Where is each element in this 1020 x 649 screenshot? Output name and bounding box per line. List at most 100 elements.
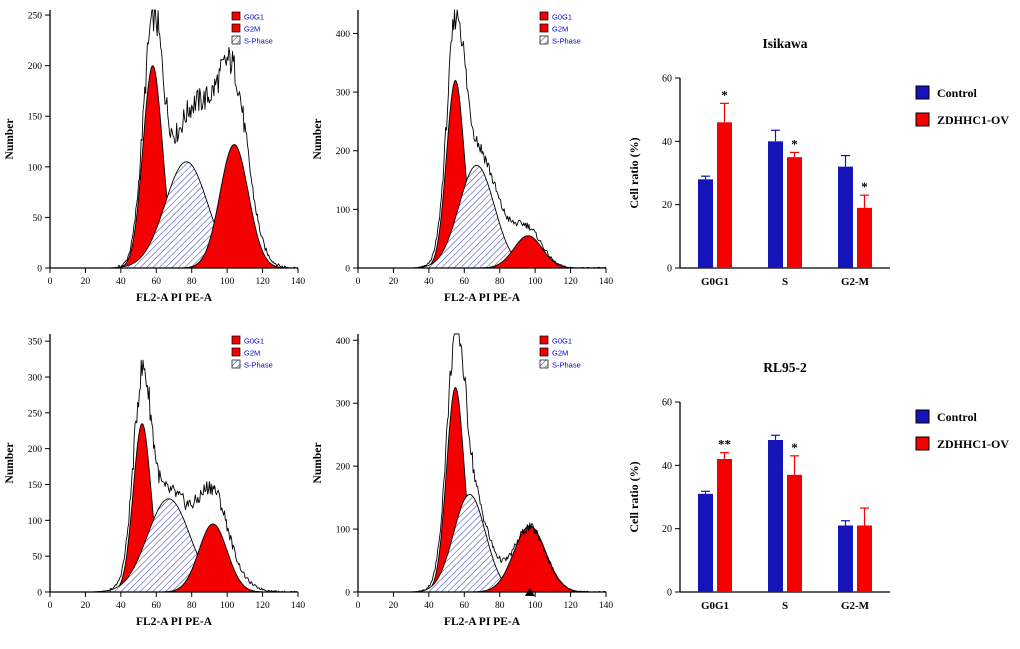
x-tick-label: 140 — [599, 277, 614, 287]
legend-label: ZDHHC1-OV — [937, 113, 1009, 127]
g0g1-legend-swatch — [539, 335, 549, 345]
bar-zdhhc1-ov-g2-m — [857, 207, 872, 268]
outline-curve — [418, 333, 607, 593]
y-tick-label: 350 — [28, 338, 43, 348]
chart-title: RL95-2 — [763, 360, 807, 375]
y-axis-label: Cell ratio (%) — [627, 137, 641, 208]
flow-plot-isikawa-control: 0 20 40 60 80 100 120 140 0 50 100 150 200 250 FL2-A P… — [0, 0, 308, 324]
x-tick-label: 80 — [187, 601, 197, 611]
g2m-peak — [474, 235, 582, 269]
legend-swatch-control — [915, 409, 930, 424]
g2m-legend-swatch — [231, 23, 241, 33]
x-tick-label: 40 — [116, 601, 126, 611]
legend-label: S-Phase — [244, 37, 273, 46]
bar-control-g0g1 — [698, 179, 713, 268]
y-tick-label: 100 — [28, 517, 43, 527]
y-tick-label: 200 — [336, 147, 351, 157]
s-phase-legend-swatch — [539, 35, 549, 45]
y-tick-label: 20 — [662, 524, 672, 535]
y-tick-label: 100 — [336, 206, 351, 216]
g0g1-legend-swatch — [231, 11, 241, 21]
y-tick-label: 60 — [662, 74, 672, 85]
significance-label: ** — [718, 437, 731, 452]
x-tick-label: 120 — [563, 277, 578, 287]
legend-label: G0G1 — [552, 13, 572, 22]
bar-chart-isikawa: Isikawa 0 20 40 60 Cell ratio (%) G0G1 * S * G2-M *… — [616, 0, 1020, 324]
g2m-legend-swatch — [539, 23, 549, 33]
significance-label: * — [721, 87, 728, 102]
y-tick-label: 200 — [336, 463, 351, 473]
legend-swatch-zdhhc1-ov — [915, 112, 930, 127]
x-tick-label: 80 — [187, 277, 197, 287]
legend-label: S-Phase — [244, 361, 273, 370]
flow-plot-isikawa-ov: 0 20 40 60 80 100 120 140 0 100 200 300 400 FL2-A PI … — [308, 0, 616, 324]
y-tick-label: 40 — [662, 137, 672, 148]
legend-label: G0G1 — [244, 13, 264, 22]
flow-plot-rl952-control: 0 20 40 60 80 100 120 140 0 50 100 150 200 250 300 350 F… — [0, 324, 308, 649]
y-tick-label: 100 — [336, 526, 351, 536]
chart-title: Isikawa — [762, 36, 807, 51]
significance-label: * — [791, 440, 798, 455]
y-tick-label: 0 — [37, 265, 42, 275]
y-tick-label: 50 — [33, 214, 43, 224]
legend-label: ZDHHC1-OV — [937, 437, 1009, 451]
x-tick-label: 20 — [389, 277, 399, 287]
x-tick-label: 80 — [495, 277, 505, 287]
x-tick-label: 60 — [460, 277, 470, 287]
y-axis-label: Number — [312, 443, 324, 484]
y-tick-label: 400 — [336, 337, 351, 347]
x-tick-label: 0 — [356, 277, 361, 287]
x-tick-label: 120 — [563, 601, 578, 611]
x-tick-label: 40 — [424, 277, 434, 287]
x-tick-label: 20 — [81, 601, 91, 611]
flow-histogram-svg: 0 20 40 60 80 100 120 140 0 100 200 300 400 FL2-A PI … — [312, 333, 614, 628]
x-tick-label: 100 — [528, 277, 543, 287]
y-tick-label: 150 — [28, 113, 43, 123]
legend-label: G2M — [552, 349, 568, 358]
y-tick-label: 50 — [33, 553, 43, 563]
g2m-peak — [159, 523, 267, 593]
g0g1-legend-swatch — [539, 11, 549, 21]
y-tick-label: 0 — [37, 589, 42, 599]
outline-curve — [109, 359, 298, 593]
y-axis-label: Number — [312, 119, 324, 160]
y-tick-label: 300 — [336, 89, 351, 99]
y-axis-label: Cell ratio (%) — [627, 461, 641, 532]
s-phase-legend-swatch — [231, 35, 241, 45]
x-tick-label: 60 — [152, 601, 162, 611]
y-axis-label: Number — [4, 443, 16, 484]
bar-zdhhc1-ov-g0g1 — [717, 122, 732, 268]
x-axis-label: FL2-A PI PE-A — [136, 292, 213, 304]
y-tick-label: 0 — [667, 588, 672, 599]
x-tick-label: 100 — [220, 601, 235, 611]
x-tick-label: 100 — [220, 277, 235, 287]
category-label: G2-M — [841, 600, 870, 612]
flow-histogram-svg: 0 20 40 60 80 100 120 140 0 100 200 300 400 FL2-A PI … — [312, 9, 614, 304]
category-label: S — [782, 600, 788, 612]
bar-zdhhc1-ov-g2-m — [857, 525, 872, 592]
bar-zdhhc1-ov-s — [787, 474, 802, 592]
bar-zdhhc1-ov-s — [787, 157, 802, 268]
x-tick-label: 80 — [495, 601, 505, 611]
g0g1-legend-swatch — [231, 335, 241, 345]
flow-plot-rl952-ov: 0 20 40 60 80 100 120 140 0 100 200 300 400 FL2-A PI … — [308, 324, 616, 649]
legend-label: G2M — [244, 25, 260, 34]
legend-label: G0G1 — [552, 337, 572, 346]
bar-control-g0g1 — [698, 493, 713, 592]
x-tick-label: 100 — [528, 601, 543, 611]
y-tick-label: 40 — [662, 461, 672, 472]
flow-histogram-svg: 0 20 40 60 80 100 120 140 0 50 100 150 200 250 300 350 F… — [4, 334, 305, 628]
x-tick-label: 140 — [291, 277, 306, 287]
y-axis-label: Number — [4, 119, 16, 160]
y-tick-label: 250 — [28, 12, 43, 22]
g2m-peak — [179, 144, 289, 269]
x-tick-label: 140 — [599, 601, 614, 611]
category-label: S — [782, 276, 788, 288]
bar-chart-rl952: RL95-2 0 20 40 60 Cell ratio (%) G0G1 ** S * G2-M C… — [616, 324, 1020, 649]
bar-control-g2-m — [838, 166, 853, 268]
s-phase-legend-swatch — [539, 359, 549, 369]
x-tick-label: 120 — [255, 277, 270, 287]
x-tick-label: 20 — [389, 601, 399, 611]
x-tick-label: 40 — [116, 277, 126, 287]
